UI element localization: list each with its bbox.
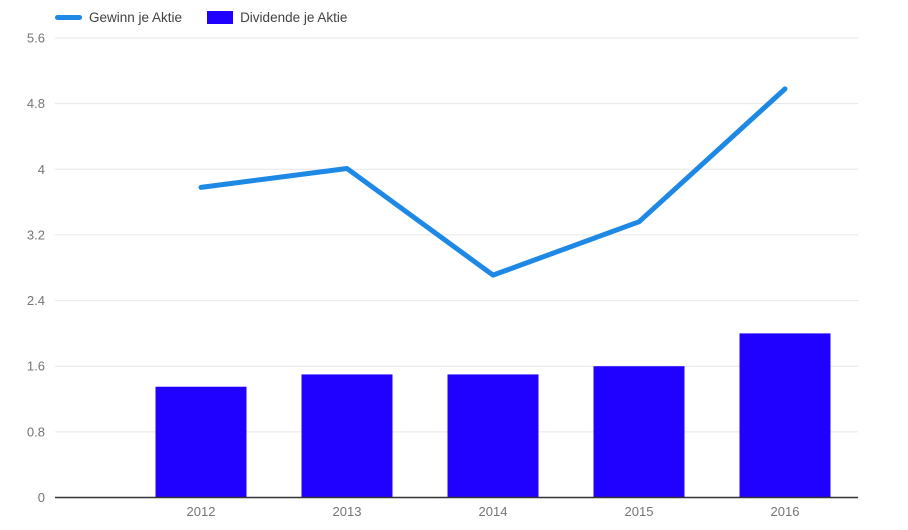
legend-item-dividende-je-aktie: Dividende je Aktie <box>207 10 347 25</box>
dividende-bar[interactable] <box>155 386 247 498</box>
dividende-bar[interactable] <box>301 374 393 498</box>
x-axis-tick-label: 2015 <box>625 504 654 519</box>
legend-label-gewinn-je-aktie: Gewinn je Aktie <box>89 9 183 25</box>
x-axis-tick-label: 2016 <box>771 504 800 519</box>
y-axis-tick-label: 3.2 <box>27 227 45 242</box>
y-axis-tick-label: 4.8 <box>27 96 45 111</box>
dividende-bar[interactable] <box>739 333 831 498</box>
chart-legend: Gewinn je Aktie Dividende je Aktie <box>55 9 347 25</box>
legend-label-dividende-je-aktie: Dividende je Aktie <box>240 9 348 25</box>
y-axis-tick-label: 5.6 <box>27 31 45 46</box>
y-axis-tick-label: 2.4 <box>27 293 45 308</box>
gewinn-line[interactable] <box>198 86 788 278</box>
y-axis-tick-label: 1.6 <box>27 359 45 374</box>
x-axis-tick-label: 2014 <box>479 504 508 519</box>
x-axis-tick-label: 2013 <box>333 504 362 519</box>
dividende-bar[interactable] <box>447 374 539 498</box>
x-axis-tick-label: 2012 <box>187 504 216 519</box>
y-axis-tick-label: 0.8 <box>27 424 45 439</box>
bar-series-swatch-icon <box>207 10 234 24</box>
dividende-bar[interactable] <box>593 366 685 498</box>
line-series-swatch-icon <box>55 14 82 20</box>
y-axis-tick-label: 0 <box>38 490 45 505</box>
legend-item-gewinn-je-aktie: Gewinn je Aktie <box>55 10 182 25</box>
y-axis-tick-label: 4 <box>38 162 45 177</box>
